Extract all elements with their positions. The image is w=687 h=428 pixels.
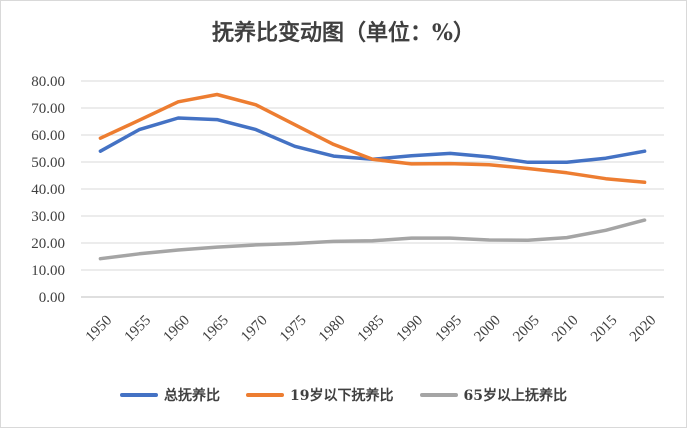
y-tick-label: 50.00 (31, 155, 65, 171)
x-tick-label: 1975 (277, 313, 310, 346)
series-line-1 (98, 116, 647, 165)
x-tick-label: 2015 (588, 313, 621, 346)
chart-title: 抚养比变动图（单位：%） (212, 20, 475, 46)
series-line-2 (98, 92, 647, 185)
legend-item: 65岁以上抚养比 (419, 385, 567, 405)
x-tick-label: 1990 (394, 313, 427, 346)
x-tick-label: 2005 (510, 313, 543, 346)
legend-swatch (120, 393, 159, 397)
x-tick-label: 1955 (122, 313, 155, 346)
legend-swatch (246, 393, 285, 397)
x-tick-label: 1985 (355, 313, 388, 346)
x-tick-label: 1965 (199, 313, 232, 346)
x-tick-label: 1950 (83, 313, 116, 346)
x-tick-label: 2010 (549, 313, 582, 346)
legend-item: 总抚养比 (120, 385, 220, 405)
legend-swatch (419, 393, 458, 397)
legend-label: 19岁以下抚养比 (290, 388, 394, 404)
y-tick-label: 40.00 (31, 182, 65, 198)
y-tick-label: 80.00 (31, 74, 65, 90)
legend-label: 总抚养比 (164, 388, 221, 404)
y-tick-label: 20.00 (31, 236, 65, 252)
legend: 总抚养比 19岁以下抚养比 65岁以上抚养比 (1, 385, 686, 405)
x-tick-label: 2000 (471, 313, 504, 346)
y-tick-label: 70.00 (31, 101, 65, 117)
x-tick-label: 1995 (433, 313, 466, 346)
y-tick-label: 30.00 (31, 209, 65, 225)
legend-label: 65岁以上抚养比 (463, 388, 567, 404)
y-tick-label: 0.00 (39, 290, 65, 306)
x-tick-label: 2020 (627, 313, 660, 346)
x-tick-label: 1980 (316, 313, 349, 346)
x-tick-label: 1970 (238, 313, 271, 346)
legend-item: 19岁以下抚养比 (246, 385, 394, 405)
x-tick-label: 1960 (160, 313, 193, 346)
y-tick-label: 10.00 (31, 263, 65, 279)
series-line-3 (98, 218, 647, 261)
y-tick-label: 60.00 (31, 128, 65, 144)
